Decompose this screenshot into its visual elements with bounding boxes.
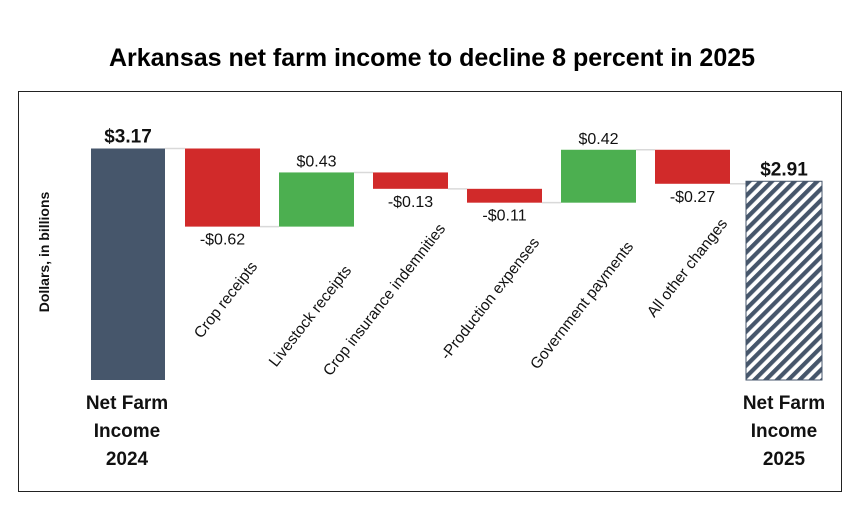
end-bar-category-label: Net Farm Income 2025	[729, 390, 839, 474]
change-value-label: -$0.62	[200, 232, 245, 249]
chart-frame	[18, 91, 842, 492]
change-bar	[561, 149, 636, 203]
chart-title: Arkansas net farm income to decline 8 pe…	[108, 44, 756, 72]
start-bar-category-label: Net Farm Income 2024	[72, 390, 182, 474]
change-category-label: Crop insurance indemnities	[320, 221, 449, 380]
change-category-label: All other changes	[644, 216, 731, 321]
end-label-line-2: Income	[750, 421, 818, 442]
change-value-label: $0.42	[578, 131, 618, 148]
start-bar-value-label: $3.17	[104, 127, 152, 148]
end-bar	[745, 180, 823, 381]
change-value-label: -$0.11	[482, 208, 526, 225]
start-label-line-1: Net Farm	[85, 393, 169, 414]
start-label-line-2: Income	[93, 421, 161, 442]
start-bar	[91, 148, 165, 380]
end-label-line-1: Net Farm	[742, 393, 826, 414]
change-category-label: -Production expenses	[437, 234, 543, 363]
end-bar-value-label: $2.91	[760, 159, 808, 180]
change-bar	[467, 188, 542, 203]
change-value-label: -$0.27	[670, 189, 715, 206]
change-bar	[185, 148, 260, 227]
change-bar	[373, 172, 448, 189]
change-bar	[655, 149, 730, 184]
end-label-line-3: 2025	[762, 449, 806, 470]
change-value-label: -$0.13	[388, 194, 433, 211]
change-category-label: Crop receipts	[191, 258, 261, 341]
change-bar	[279, 172, 354, 227]
change-value-label: $0.43	[296, 153, 336, 170]
change-category-label: Government payments	[527, 238, 637, 372]
start-label-line-3: 2024	[105, 449, 149, 470]
